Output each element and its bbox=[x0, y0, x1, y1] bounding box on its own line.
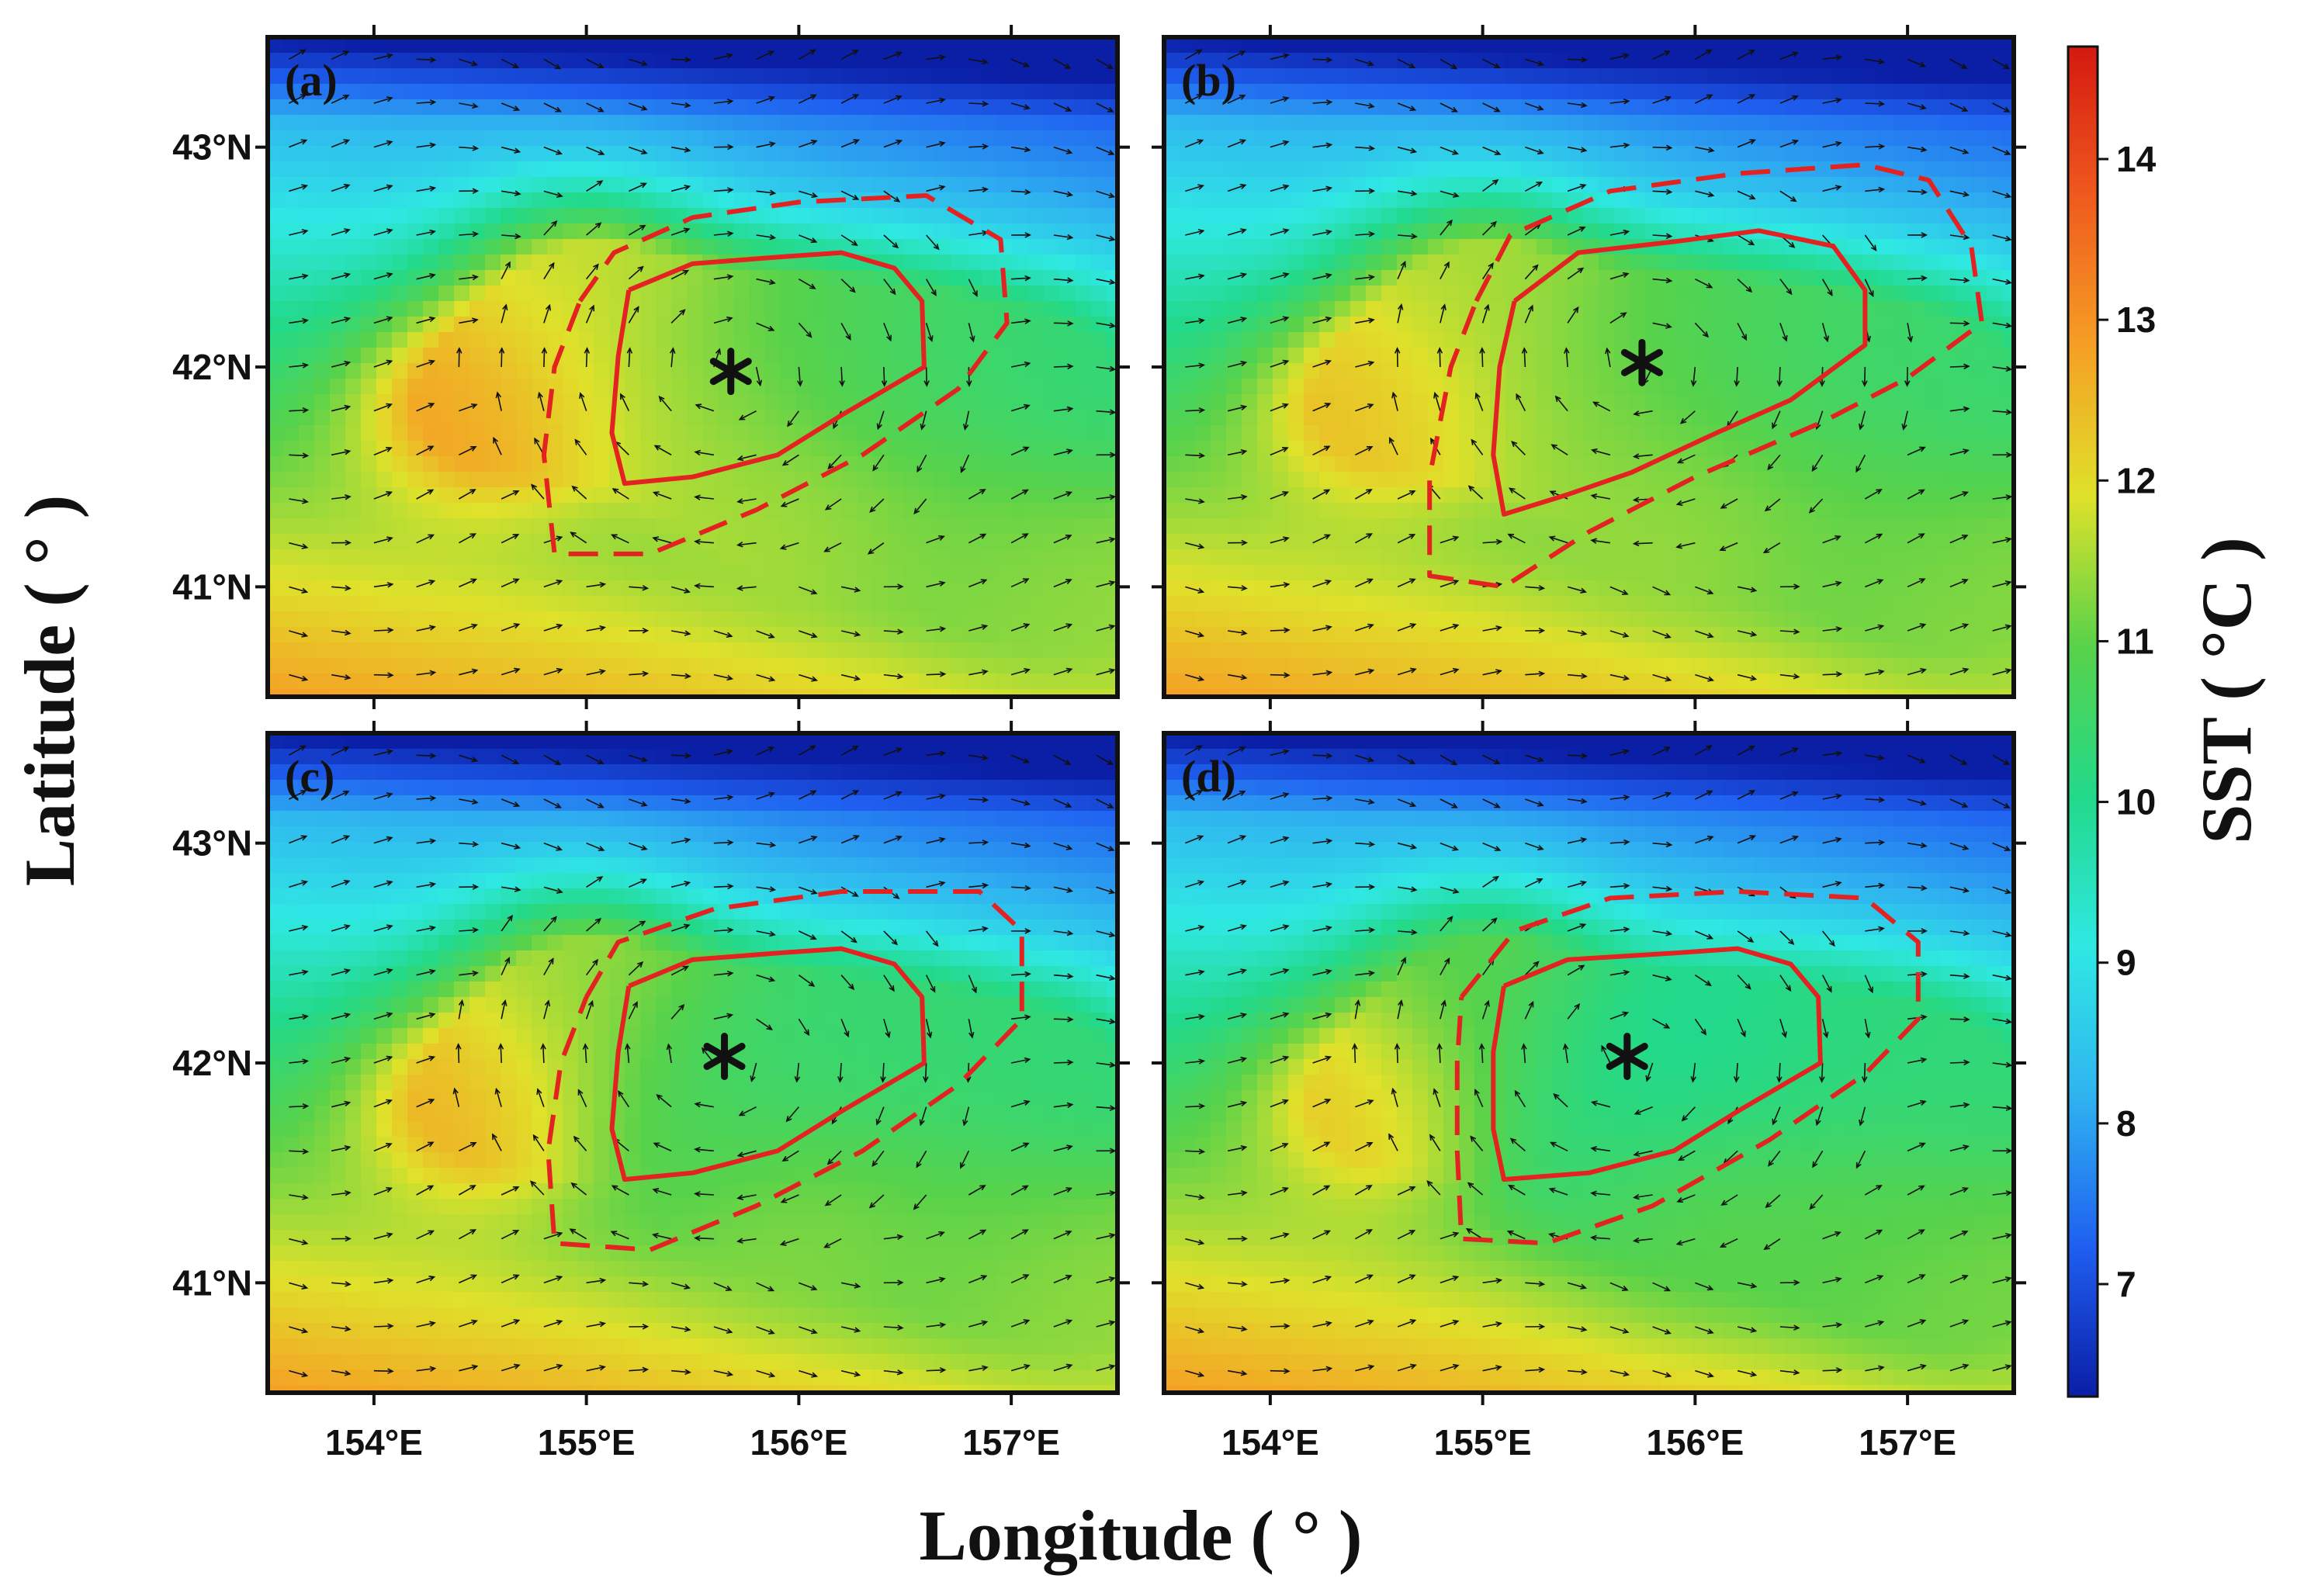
x-tick-labels: 154°E 155°E 156°E 157°E 154°E 155°E 156°E 157°E bbox=[325, 1422, 1956, 1463]
panel-ticks bbox=[255, 721, 1130, 1405]
y-tick-label: 41°N bbox=[172, 566, 252, 607]
panel-label: (a) bbox=[285, 55, 338, 106]
x-tick-label: 154°E bbox=[325, 1422, 423, 1463]
colorbar-tick-label: 8 bbox=[2116, 1103, 2136, 1144]
colorbar-tick-label: 11 bbox=[2116, 621, 2154, 661]
current-vectors bbox=[288, 745, 1117, 1378]
y-tick-label: 41°N bbox=[172, 1262, 252, 1303]
x-tick-label: 155°E bbox=[1434, 1422, 1532, 1463]
colorbar-tick-label: 14 bbox=[2116, 139, 2157, 179]
sst-field bbox=[268, 37, 1117, 697]
panel-a: (a) bbox=[255, 25, 1130, 709]
panel-d: (d) bbox=[1152, 721, 2026, 1405]
panel-b: (b) bbox=[1152, 25, 2026, 709]
panel-label: (b) bbox=[1181, 55, 1236, 106]
x-tick-label: 157°E bbox=[1859, 1422, 1956, 1463]
x-tick-label: 156°E bbox=[750, 1422, 847, 1463]
colorbar-bar bbox=[2067, 45, 2099, 1398]
colorbar-ticks: 7 8 9 10 11 12 13 14 bbox=[2098, 139, 2157, 1304]
panel-ticks bbox=[1152, 25, 2026, 709]
panels: (a) (b) (c) (d) bbox=[255, 25, 2026, 1405]
x-tick-label: 156°E bbox=[1646, 1422, 1744, 1463]
y-axis-title: Latitude ( ° ) bbox=[10, 495, 89, 886]
colorbar-tick-label: 13 bbox=[2116, 299, 2156, 340]
outer-contour bbox=[1454, 889, 1921, 1246]
eddy-center-marker bbox=[709, 348, 752, 396]
x-tick-label: 155°E bbox=[538, 1422, 636, 1463]
colorbar-tick-label: 7 bbox=[2116, 1264, 2136, 1304]
eddy-center-marker bbox=[1620, 338, 1663, 386]
current-vectors bbox=[288, 49, 1117, 682]
y-tick-label: 43°N bbox=[172, 823, 252, 864]
colorbar-label: SST ( °C ) bbox=[2187, 537, 2266, 844]
colorbar-tick-label: 12 bbox=[2116, 460, 2156, 500]
outer-contour bbox=[541, 193, 1010, 556]
sst-field bbox=[1164, 37, 2014, 697]
outer-contour bbox=[1427, 162, 1984, 590]
y-tick-label: 43°N bbox=[172, 127, 252, 168]
y-tick-labels: 43°N 42°N 41°N 43°N 42°N 41°N bbox=[172, 127, 252, 1303]
x-axis-title: Longitude ( ° ) bbox=[920, 1496, 1363, 1575]
outer-contour bbox=[546, 889, 1024, 1252]
eddy-center-marker bbox=[1606, 1033, 1648, 1080]
colorbar-tick-label: 10 bbox=[2116, 782, 2156, 822]
panel-c: (c) bbox=[255, 721, 1130, 1405]
x-tick-label: 157°E bbox=[962, 1422, 1060, 1463]
sst-field bbox=[268, 733, 1117, 1393]
inner-contour bbox=[609, 946, 927, 1182]
panel-label: (c) bbox=[285, 751, 334, 801]
inner-contour bbox=[609, 250, 927, 486]
panel-ticks bbox=[1152, 721, 2026, 1405]
eddy-center-marker bbox=[703, 1033, 746, 1080]
colorbar: 7 8 9 10 11 12 13 14 SST ( °C ) bbox=[2067, 45, 2266, 1398]
sst-field bbox=[1164, 733, 2014, 1393]
panel-ticks bbox=[255, 25, 1130, 709]
current-vectors bbox=[1184, 745, 2013, 1378]
x-tick-label: 154°E bbox=[1221, 1422, 1319, 1463]
colorbar-tick-label: 9 bbox=[2116, 943, 2136, 983]
inner-contour bbox=[1491, 228, 1868, 517]
y-tick-label: 42°N bbox=[172, 347, 252, 387]
inner-contour bbox=[1491, 946, 1823, 1182]
y-tick-label: 42°N bbox=[172, 1043, 252, 1083]
panel-label: (d) bbox=[1181, 751, 1236, 801]
